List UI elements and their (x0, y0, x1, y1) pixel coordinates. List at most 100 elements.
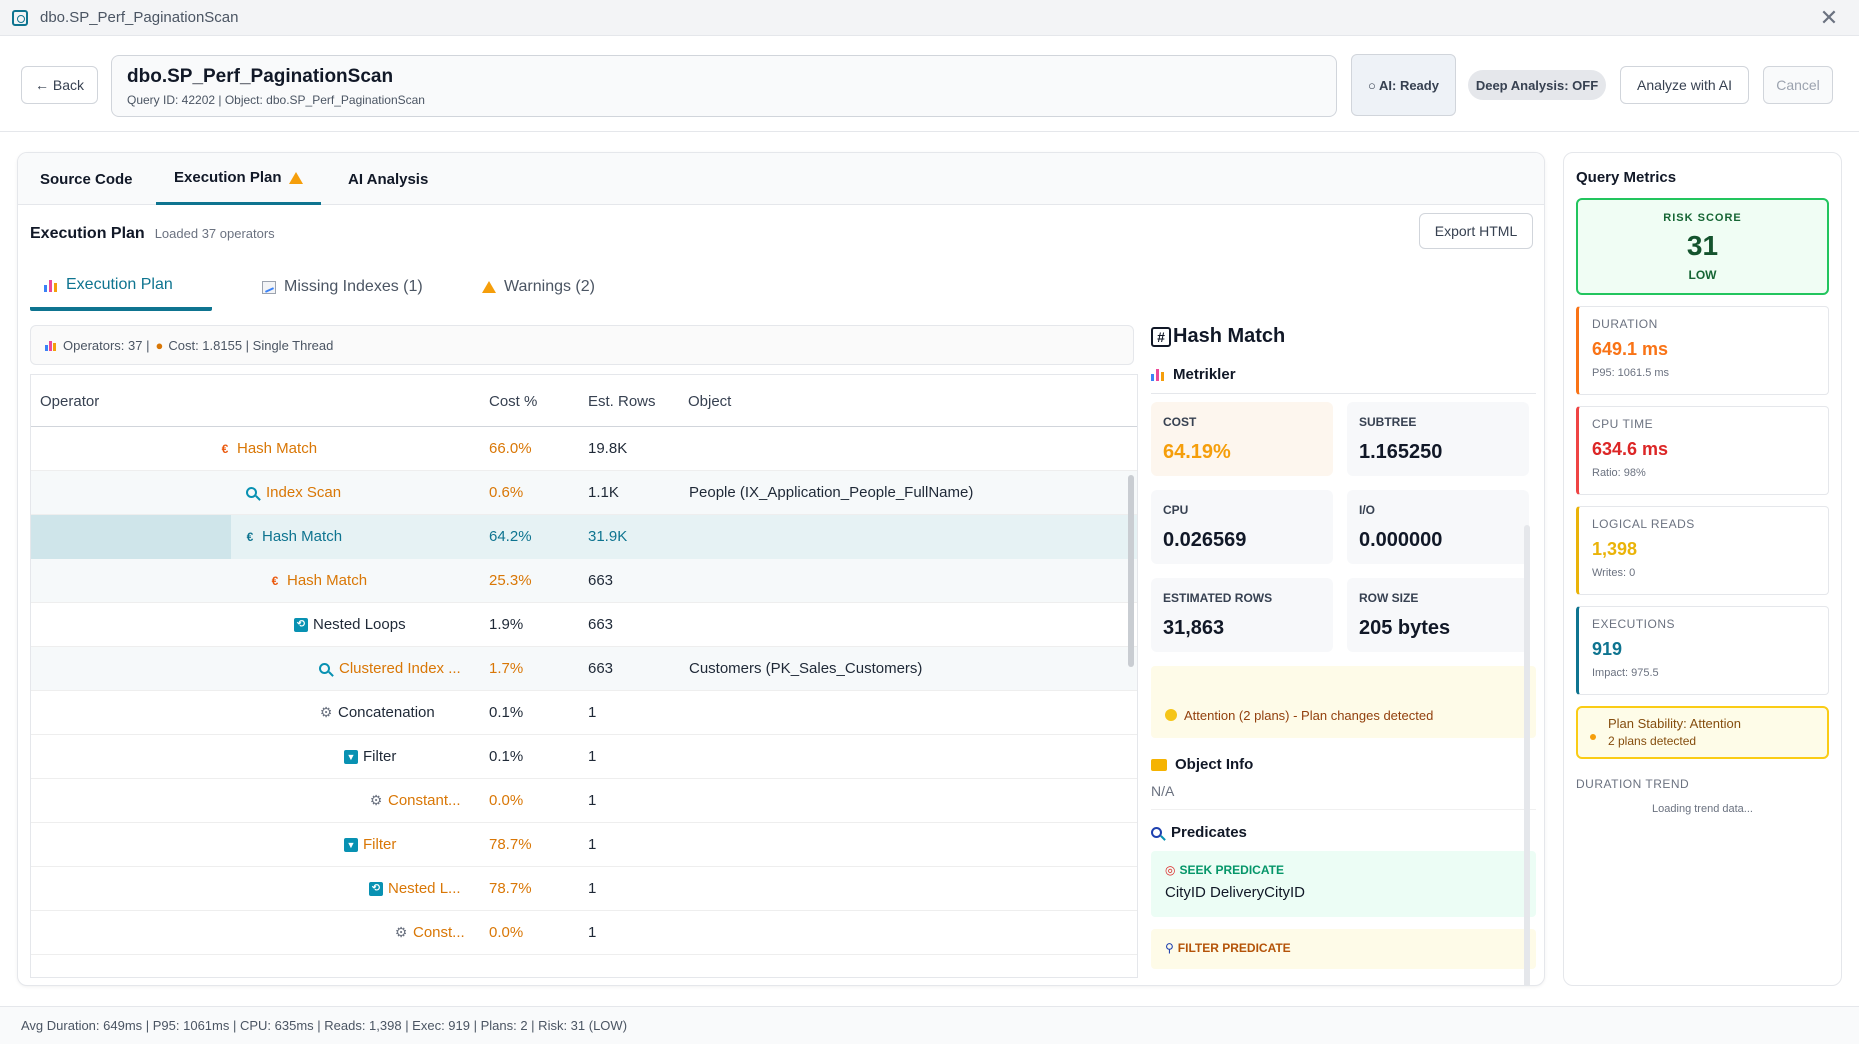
plan-stability-card: Plan Stability: Attention 2 plans detect… (1576, 706, 1829, 759)
filter-icon: ▼ (344, 749, 358, 764)
seek-predicate-card: ◎ SEEK PREDICATE CityID DeliveryCityID (1151, 851, 1536, 917)
table-row[interactable]: ▼ Filter 78.7% 1 (31, 823, 1137, 867)
hash-icon: € (221, 441, 229, 456)
duration-trend-label: DURATION TREND (1576, 777, 1690, 791)
table-row[interactable]: € Hash Match 66.0% 19.8K (31, 427, 1137, 471)
executions-card: EXECUTIONS 919 Impact: 975.5 (1576, 606, 1829, 695)
tab-execution-plan[interactable]: Execution Plan (156, 153, 321, 205)
query-title: dbo.SP_Perf_PaginationScan (127, 66, 394, 87)
metric-label: ESTIMATED ROWS (1163, 591, 1273, 605)
table-row[interactable]: ⚙ Constant... 0.0% 1 (31, 779, 1137, 823)
operator-label: Hash Match (262, 528, 343, 545)
query-metrics-panel: Query Metrics RISK SCORE 31 LOW DURATION… (1563, 152, 1842, 986)
main-tabs: Source Code Execution Plan AI Analysis (18, 153, 1544, 205)
details-title: # Hash Match (1151, 325, 1536, 348)
subtab-execution-plan-label: Execution Plan (66, 276, 173, 293)
cost-value: 78.7% (489, 880, 532, 897)
operator-name: Clustered Index ... (319, 660, 461, 677)
details-scrollbar[interactable] (1524, 525, 1530, 985)
cost-value: 0.0% (489, 792, 524, 809)
cost-value: 0.0% (489, 924, 524, 941)
operator-label: Hash Match (287, 572, 368, 589)
status-dot-icon (1590, 734, 1596, 740)
selection-indent (31, 515, 231, 559)
operator-details-panel: # Hash Match Metrikler COST 64.19% SUBTR… (1151, 313, 1536, 979)
metric-cpu: CPU 0.026569 (1151, 490, 1333, 564)
risk-score-label: RISK SCORE (1663, 212, 1742, 224)
subtab-missing-indexes-label: Missing Indexes (1) (284, 278, 423, 295)
executions-label: EXECUTIONS (1592, 617, 1676, 631)
cancel-button[interactable]: Cancel (1763, 66, 1833, 104)
status-bar: Avg Duration: 649ms | P95: 1061ms | CPU:… (0, 1006, 1859, 1044)
operators-summary-bar: Operators: 37 | ● Cost: 1.8155 | Single … (30, 325, 1134, 365)
hash-icon: € (246, 529, 254, 544)
status-dot-icon (1165, 709, 1177, 721)
hash-icon: € (271, 573, 279, 588)
cost-value: 64.2% (489, 528, 532, 545)
metrics-grid: COST 64.19% SUBTREE 1.165250 CPU 0.02656… (1151, 402, 1536, 652)
operator-name: ⟲ Nested L... (369, 880, 461, 897)
back-button[interactable]: ← Back (21, 66, 98, 104)
table-row[interactable]: € Hash Match 25.3% 663 (31, 559, 1137, 603)
cpu-time-label: CPU TIME (1592, 417, 1654, 431)
column-header-object[interactable]: Object (688, 393, 732, 410)
risk-score-card: RISK SCORE 31 LOW (1576, 198, 1829, 295)
table-row[interactable]: ▼ Filter 0.1% 1 (31, 735, 1137, 779)
object-value: People (IX_Application_People_FullName) (689, 484, 974, 501)
gear-icon: ⚙ (394, 924, 408, 940)
filter-label-text: FILTER PREDICATE (1177, 941, 1291, 955)
plan-loaded-count: Loaded 37 operators (154, 226, 275, 241)
metric-label: CPU (1163, 503, 1189, 517)
close-icon[interactable]: ✕ (1819, 4, 1839, 30)
app-icon (12, 9, 28, 26)
metric-value: 64.19% (1163, 441, 1231, 463)
filter-predicate-card: ⚲ FILTER PREDICATE (1151, 929, 1536, 969)
operator-label: Filter (363, 836, 397, 853)
column-header-est-rows[interactable]: Est. Rows (588, 393, 656, 410)
metrics-title-text: Metrikler (1173, 366, 1236, 383)
operator-label: Nested L... (388, 880, 461, 897)
cost-value: 0.1% (489, 748, 524, 765)
tab-ai-analysis[interactable]: AI Analysis (348, 170, 429, 188)
header: ← Back dbo.SP_Perf_PaginationScan Query … (0, 36, 1859, 132)
subtab-missing-indexes[interactable]: Missing Indexes (1) (248, 263, 437, 311)
operator-name: ⚙ Concatenation (319, 704, 435, 721)
operator-label: Hash Match (237, 440, 318, 457)
search-icon (319, 663, 330, 674)
table-row[interactable]: ⟲ Nested Loops 1.9% 663 (31, 603, 1137, 647)
analyze-with-ai-button[interactable]: Analyze with AI (1620, 66, 1749, 104)
writes-value: Writes: 0 (1592, 567, 1636, 579)
table-row[interactable]: ⚙ Concatenation 0.1% 1 (31, 691, 1137, 735)
tab-source-code[interactable]: Source Code (40, 170, 133, 188)
warning-icon (482, 281, 496, 293)
query-metrics-title: Query Metrics (1576, 169, 1677, 186)
object-info-title: Object Info (1151, 756, 1536, 773)
table-row[interactable]: Clustered Index ... 1.7% 663 Customers (… (31, 647, 1137, 691)
subtab-warnings[interactable]: Warnings (2) (468, 263, 609, 311)
metric-io: I/O 0.000000 (1347, 490, 1529, 564)
subtab-execution-plan[interactable]: Execution Plan (30, 263, 212, 311)
column-header-operator[interactable]: Operator (40, 393, 100, 410)
table-row[interactable]: ⚙ Const... 0.0% 1 (31, 911, 1137, 955)
query-info-box: dbo.SP_Perf_PaginationScan Query ID: 422… (111, 55, 1337, 117)
seek-predicate-label: ◎ SEEK PREDICATE (1165, 863, 1522, 877)
table-row[interactable]: Index Scan 0.6% 1.1K People (IX_Applicat… (31, 471, 1137, 515)
operator-name: ⚙ Const... (394, 924, 465, 941)
risk-score-level: LOW (1688, 268, 1717, 282)
export-html-button[interactable]: Export HTML (1419, 213, 1533, 249)
ai-status-button[interactable]: ○ AI: Ready (1351, 54, 1456, 116)
predicates-title: Predicates (1151, 824, 1536, 841)
operator-label: Const... (413, 924, 465, 941)
hash-icon: # (1151, 326, 1171, 347)
title-bar: dbo.SP_Perf_PaginationScan ✕ (0, 0, 1859, 36)
operator-name: ⚙ Constant... (369, 792, 461, 809)
table-row[interactable]: ⟲ Nested L... 78.7% 1 (31, 867, 1137, 911)
table-row-selected[interactable]: € Hash Match 64.2% 31.9K (31, 515, 1137, 559)
est-rows-value: 1 (588, 748, 597, 765)
plan-title: Execution Plan (30, 225, 145, 242)
deep-analysis-toggle[interactable]: Deep Analysis: OFF (1468, 70, 1606, 100)
table-scrollbar[interactable] (1128, 475, 1134, 667)
column-header-cost[interactable]: Cost % (489, 393, 538, 410)
duration-value: 649.1 ms (1592, 339, 1669, 359)
details-title-text: Hash Match (1173, 325, 1286, 347)
